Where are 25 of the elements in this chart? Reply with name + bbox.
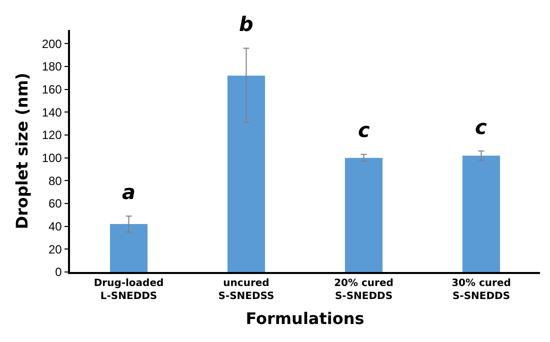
y-axis-title: Droplet size (nm) [12,72,32,230]
annotation: c [475,115,487,139]
bar [344,158,383,272]
y-tick-label: 100 [42,151,62,166]
y-tick-label: 120 [42,128,62,142]
x-tick-label: uncured S-SNEDSS [218,278,274,302]
y-tick-label: 20 [48,242,62,256]
y-tick-label: 0 [55,265,62,280]
y-tick-label: 40 [48,220,62,234]
y-tick-label: 60 [48,196,62,211]
y-tick-label: 200 [42,36,62,51]
annotation: b [239,12,254,36]
y-tick-label: 160 [42,82,62,97]
x-tick-label: Drug-loaded L-SNEDDS [94,278,164,302]
y-tick-label: 140 [42,105,62,120]
y-tick-label: 180 [42,60,62,74]
annotation: c [358,118,370,142]
bar [227,76,266,272]
x-axis-title: Formulations [246,308,364,328]
bar [462,156,500,272]
y-tick-label: 80 [48,174,62,188]
bar [110,224,148,272]
annotation: a [122,180,136,204]
x-tick-label: 30% cured S-SNEDDS [452,278,511,302]
x-tick-label: 20% cured S-SNEDDS [334,278,394,302]
